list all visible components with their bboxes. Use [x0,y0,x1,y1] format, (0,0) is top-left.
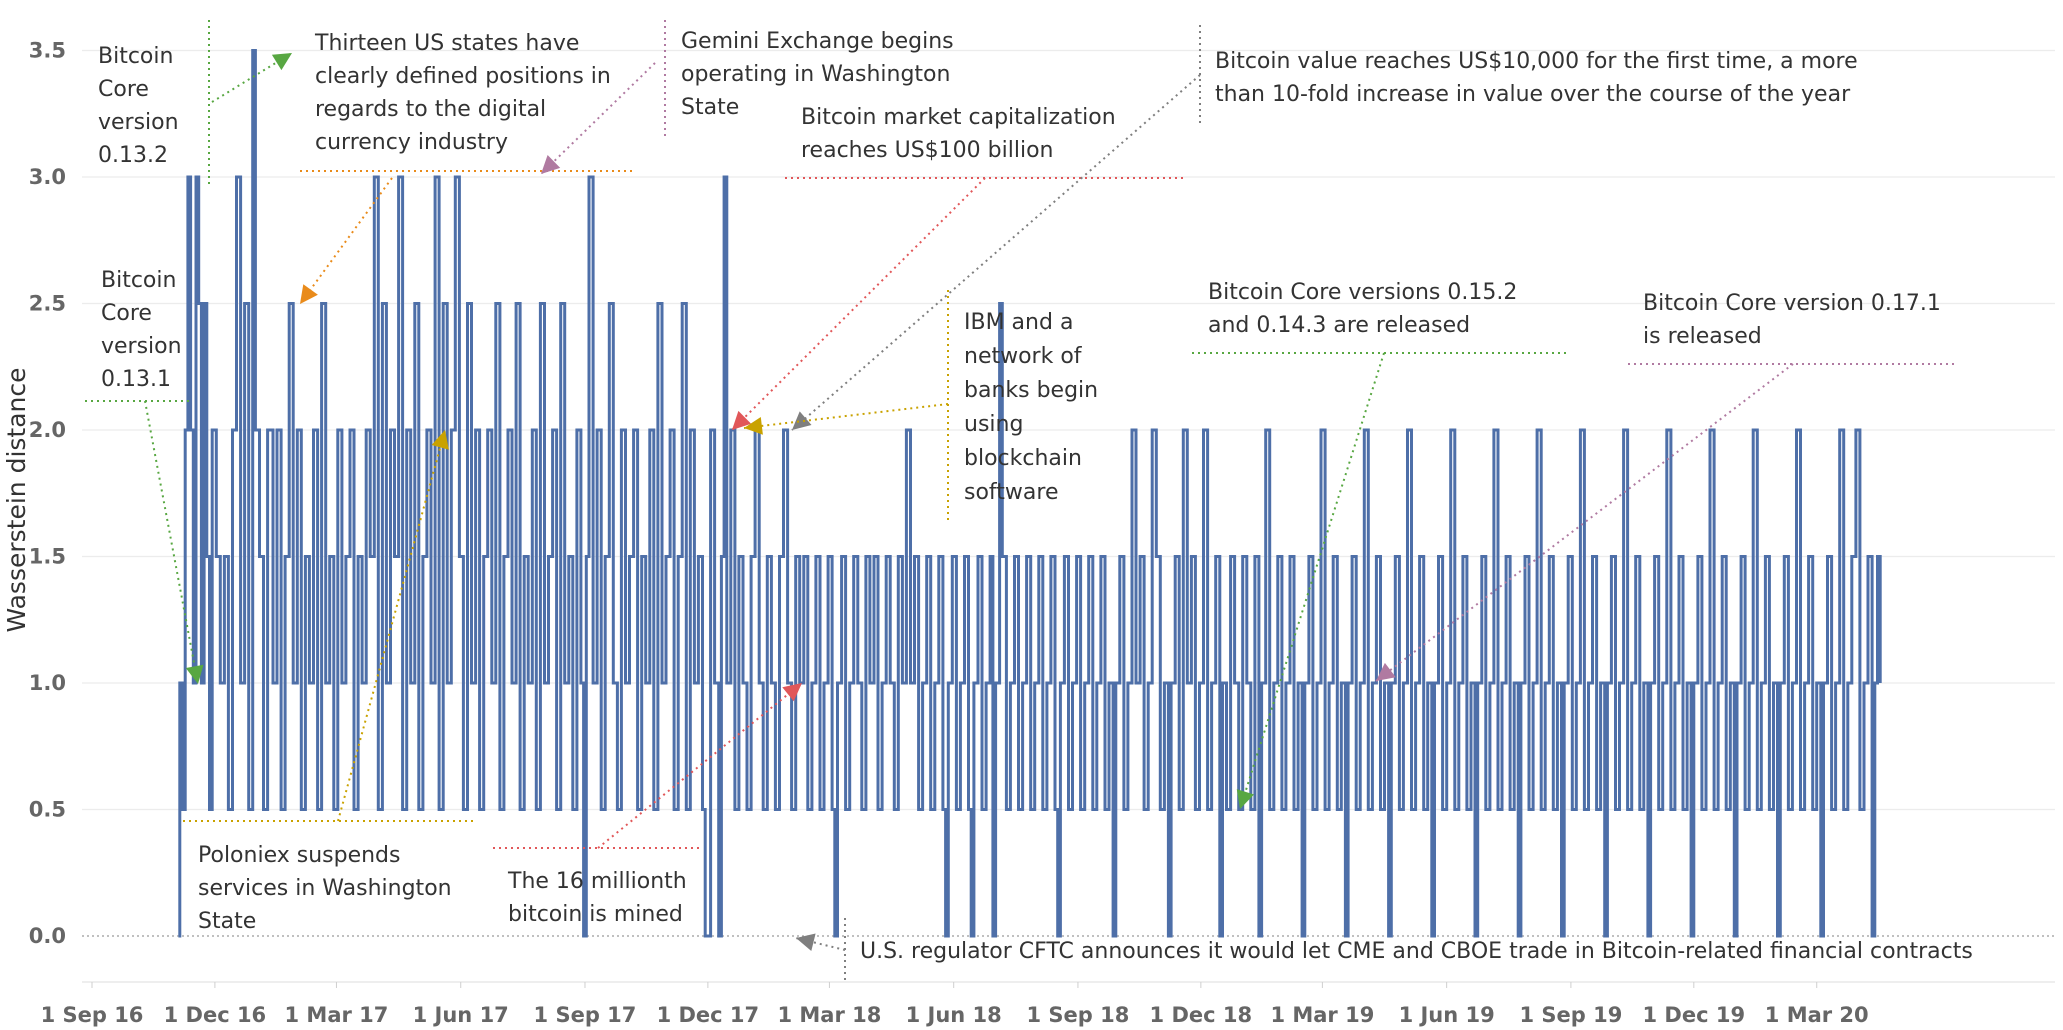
annotation-text: Gemini Exchange begins [681,29,954,54]
annotation-core-0152: Bitcoin Core versions 0.15.2 and 0.14.3 a… [1192,280,1568,810]
y-tick-label: 1.5 [29,545,66,569]
annotation-text: is released [1643,324,1762,349]
annotation-arrowhead [300,284,318,304]
annotation-text: Core [101,301,152,326]
annotation-arrowhead [541,155,561,174]
annotation-ibm: IBM and a network of banks begin using block… [743,290,1098,520]
annotation-text: Bitcoin market capitalization [801,105,1116,130]
annotation-text: Thirteen US states have [314,31,579,56]
annotation-text: IBM and a [964,310,1073,335]
annotation-text: and 0.14.3 are released [1208,313,1470,338]
annotation-text: banks begin [964,378,1098,403]
annotation-text: version [98,110,179,135]
y-axis-label: Wasserstein distance [2,367,31,632]
annotation-value-10000: Bitcoin value reaches US$10,000 for the … [791,25,1858,431]
annotation-arrowhead [732,410,752,430]
x-tick-label: 1 Sep 16 [41,1003,144,1027]
annotation-text: reaches US$100 billion [801,138,1053,163]
annotation-text: Bitcoin [98,44,173,69]
annotation-text: Bitcoin Core versions 0.15.2 [1208,280,1517,305]
annotation-leader-line [743,403,949,429]
annotation-text: software [964,480,1058,505]
annotation-arrowhead [782,683,802,702]
y-tick-label: 1.0 [29,671,66,695]
annotation-cftc: U.S. regulator CFTC announces it would l… [795,918,1973,984]
annotation-text: Bitcoin value reaches US$10,000 for the … [1215,49,1858,74]
annotation-leader-line [597,682,803,849]
annotation-text: version [101,334,182,359]
x-tick-label: 1 Mar 20 [1765,1003,1869,1027]
annotation-text: Bitcoin [101,268,176,293]
x-tick-label: 1 Jun 17 [413,1003,509,1027]
x-tick-label: 1 Dec 16 [164,1003,267,1027]
annotation-text: currency industry [315,130,508,155]
annotation-text: services in Washington [198,876,452,901]
x-tick-label: 1 Sep 18 [1027,1003,1130,1027]
x-tick-label: 1 Dec 18 [1150,1003,1253,1027]
x-tick-label: 1 Jun 19 [1399,1003,1495,1027]
annotation-poloniex: Poloniex suspends services in Washington S… [183,429,473,934]
annotation-leader-line [299,177,393,305]
y-tick-label: 3.5 [29,39,66,63]
annotation-arrowhead [431,430,449,450]
annotation-leader-line [791,74,1201,431]
y-tick-label: 2.5 [29,292,66,316]
annotation-arrowhead [185,664,204,684]
annotation-text: The 16 millionth [507,869,687,894]
annotation-text: regards to the digital [315,97,546,122]
y-tick-label: 0.0 [29,924,66,948]
annotation-text: State [681,95,739,120]
y-axis: 0.0 0.5 1.0 1.5 2.0 2.5 3.0 3.5 [29,39,66,949]
annotation-leader-line [337,429,446,822]
annotation-text: 0.13.2 [98,143,168,168]
annotation-text: 0.13.1 [101,367,171,392]
annotation-leader-line [144,400,199,685]
series-group [178,49,1882,938]
annotation-thirteen-states: Thirteen US states have clearly defined p… [299,31,635,305]
y-tick-label: 2.0 [29,418,66,442]
annotation-text: using [964,412,1023,437]
annotation-text: U.S. regulator CFTC announces it would l… [860,939,1973,964]
annotation-text: Core [98,77,149,102]
annotation-arrowhead [792,411,812,430]
annotation-arrowhead [1236,789,1254,809]
annotation-text: Poloniex suspends [198,843,400,868]
annotation-leader-line [540,62,656,175]
annotation-text: bitcoin is mined [508,902,683,927]
annotation-16-millionth: The 16 millionth bitcoin is mined [493,682,803,927]
x-tick-label: 1 Jun 18 [906,1003,1002,1027]
annotation-arrowhead [796,933,816,951]
annotation-arrowhead [271,53,292,71]
annotation-market-cap: Bitcoin market capitalization reaches US$… [731,105,1185,431]
annotation-core-0171: Bitcoin Core version 0.17.1 is released [1375,291,1958,682]
annotation-arrowhead [1376,662,1396,681]
annotation-gemini: Gemini Exchange begins operating in Washi… [540,20,954,175]
x-tick-label: 1 Sep 19 [1519,1003,1622,1027]
annotation-text: operating in Washington [681,62,950,87]
annotation-arrowhead [744,417,763,435]
x-axis: 1 Sep 16 1 Dec 16 1 Mar 17 1 Jun 17 1 Sep 17… [41,981,2055,1027]
annotation-core-0131: Bitcoin Core version 0.13.1 [85,268,204,685]
annotations-group: Bitcoin Core version 0.13.2 Bitcoin Core versi… [85,20,1973,984]
annotation-leader-line [1239,352,1385,810]
y-tick-label: 0.5 [29,798,66,822]
annotation-text: clearly defined positions in [315,64,611,89]
annotation-text: blockchain [964,446,1082,471]
annotation-text: network of [964,344,1083,369]
x-tick-label: 1 Mar 18 [777,1003,881,1027]
x-tick-label: 1 Sep 17 [534,1003,637,1027]
x-tick-label: 1 Dec 17 [657,1003,760,1027]
x-tick-label: 1 Mar 17 [285,1003,389,1027]
series-line [178,49,1882,938]
x-tick-label: 1 Dec 19 [1643,1003,1746,1027]
annotation-text: State [198,909,256,934]
y-tick-label: 3.0 [29,165,66,189]
annotation-text: Bitcoin Core version 0.17.1 [1643,291,1941,316]
annotation-text: than 10-fold increase in value over the … [1215,82,1851,107]
annotation-core-0132: Bitcoin Core version 0.13.2 [98,20,293,185]
x-tick-label: 1 Mar 19 [1270,1003,1374,1027]
